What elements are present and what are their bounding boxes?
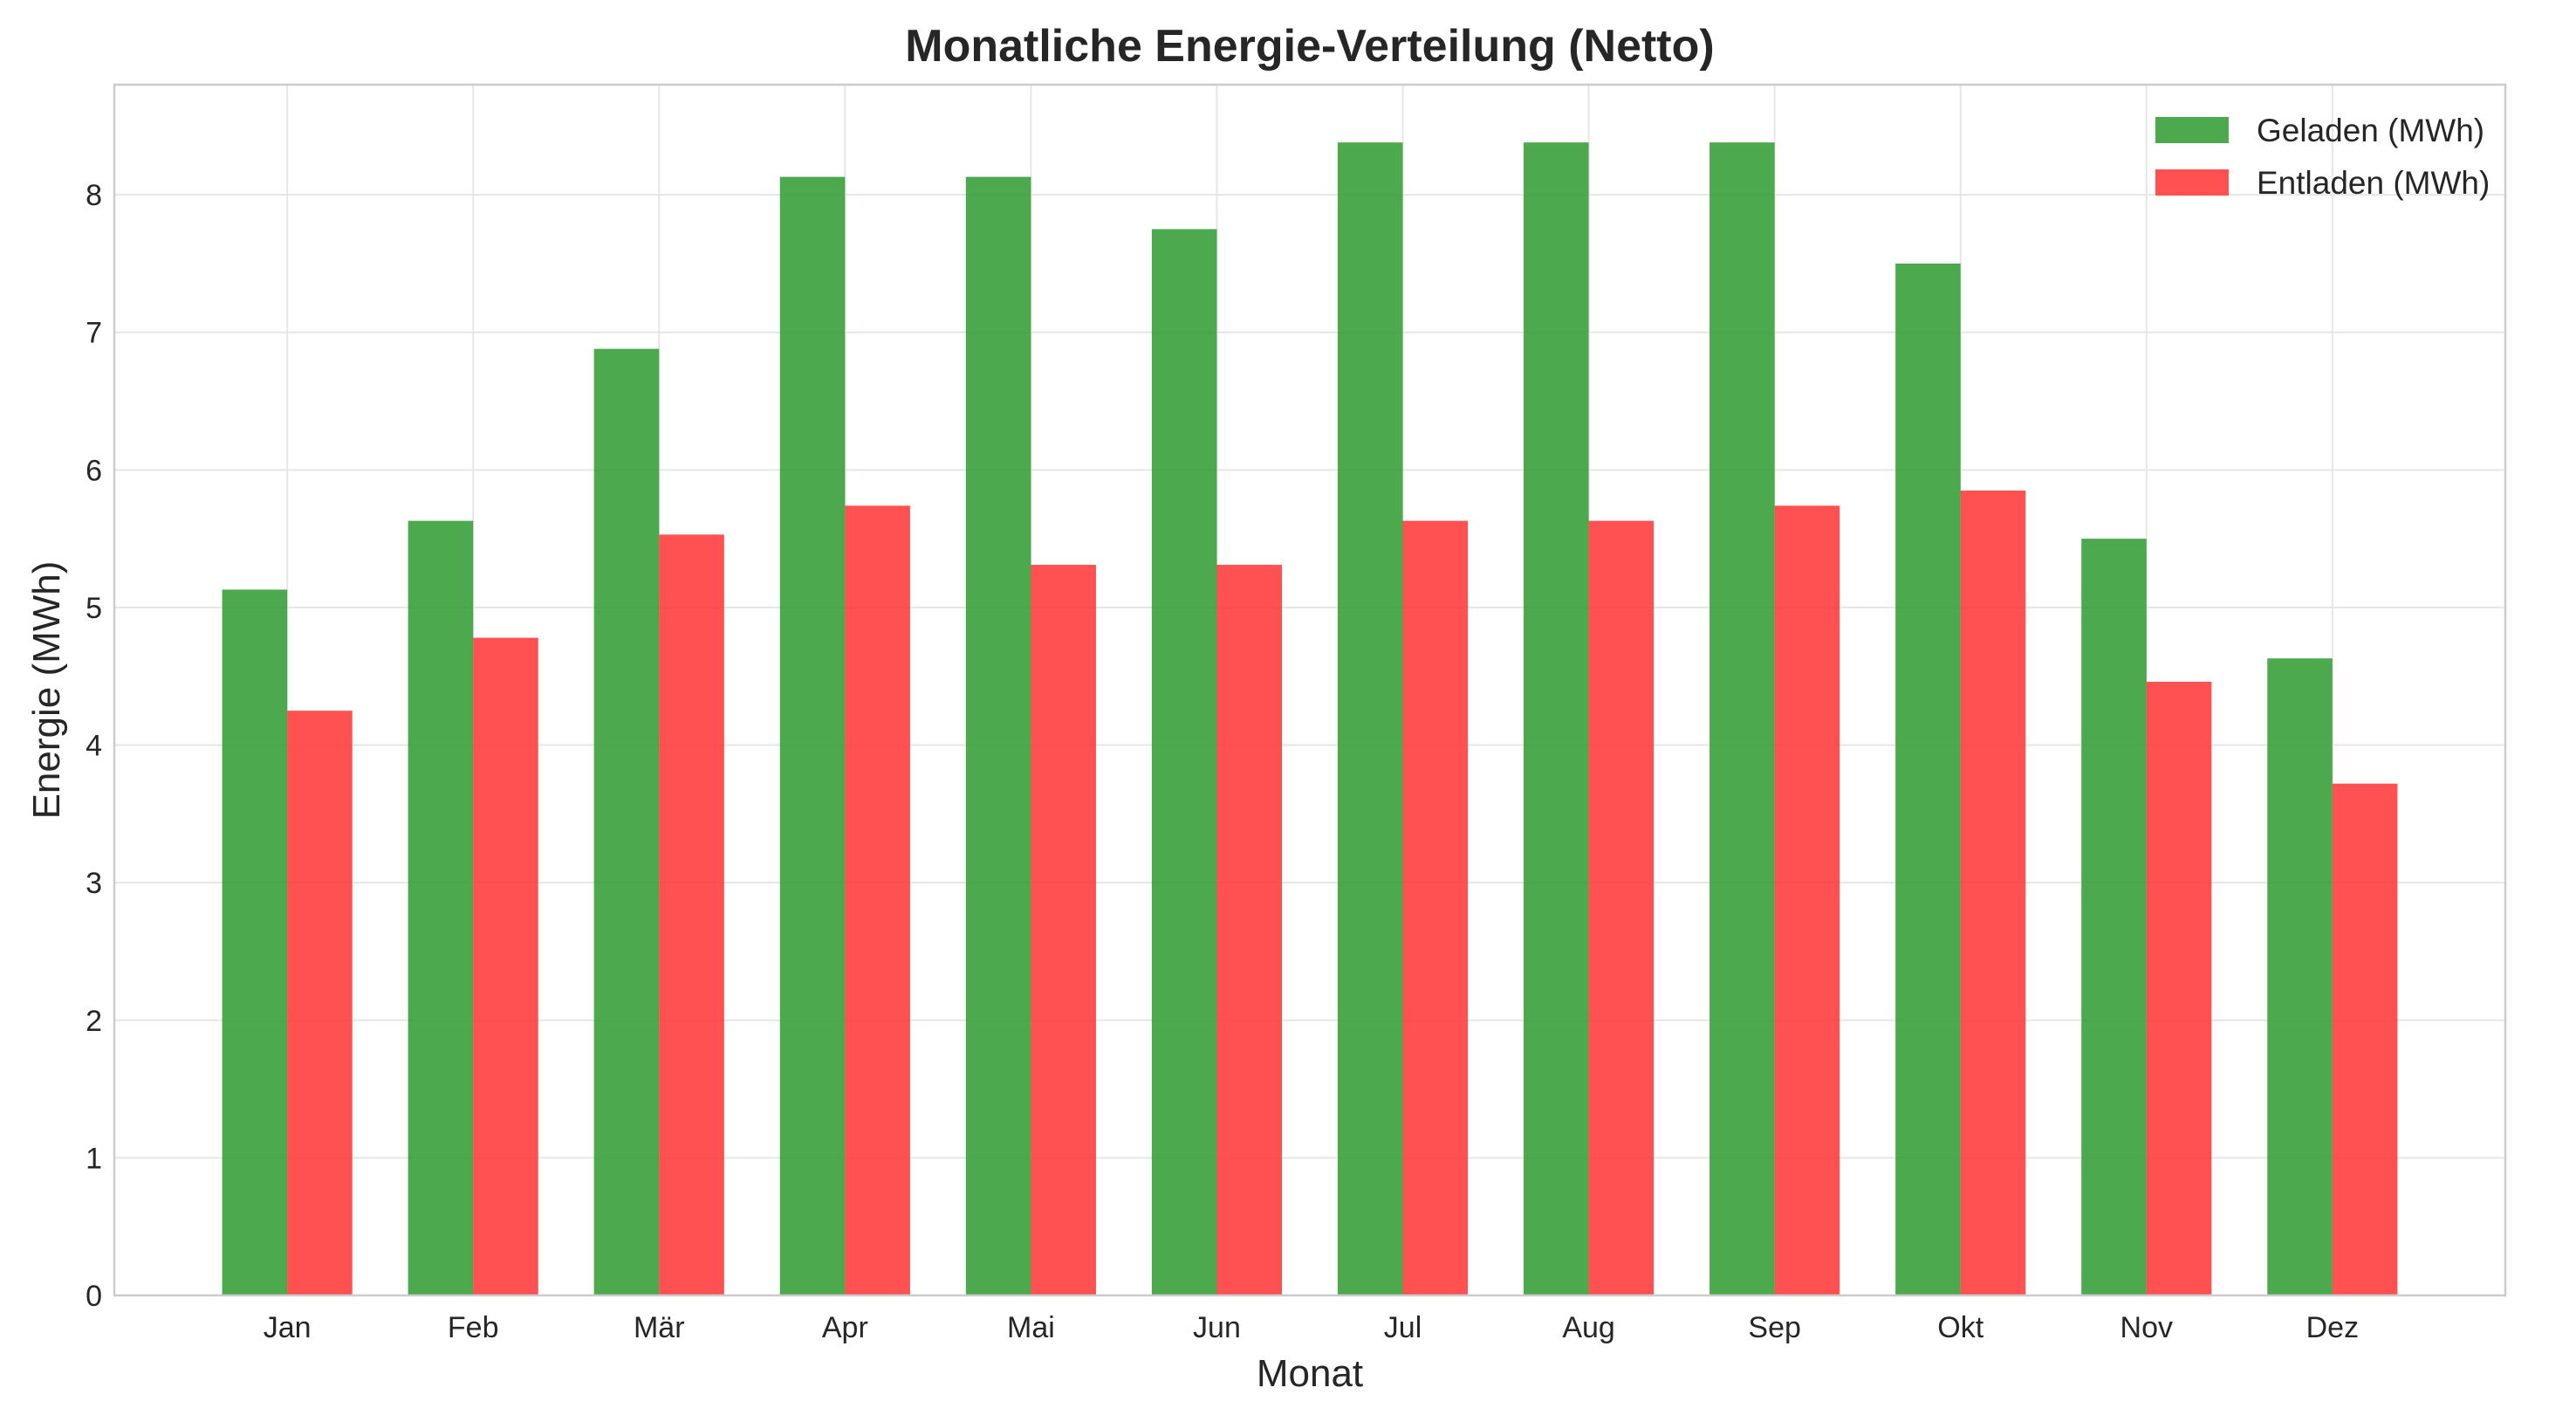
plot-frame	[113, 83, 2507, 1297]
x-tick-label: Jan	[264, 1311, 312, 1344]
bar-geladen-3	[779, 176, 846, 1296]
bar-entladen-5	[1216, 565, 1283, 1295]
bar-entladen-9	[1960, 490, 2026, 1295]
bar-geladen-1	[408, 520, 474, 1295]
y-tick-label: 1	[86, 1142, 102, 1175]
y-tick-label: 7	[86, 317, 102, 350]
y-tick-label: 8	[86, 179, 102, 212]
bar-geladen-10	[2081, 539, 2147, 1295]
bar-geladen-0	[222, 589, 288, 1295]
bar-entladen-8	[1774, 505, 1840, 1295]
bar-entladen-0	[287, 711, 353, 1295]
x-tick-label: Aug	[1562, 1311, 1615, 1344]
y-tick-label: 3	[86, 867, 102, 900]
x-tick-label: Feb	[448, 1311, 499, 1344]
legend: Geladen (MWh) Entladen (MWh)	[2155, 113, 2490, 201]
bar-geladen-4	[965, 176, 1031, 1296]
bar-entladen-2	[659, 534, 724, 1295]
y-tick-label: 4	[86, 730, 102, 763]
x-tick-label: Jul	[1384, 1311, 1422, 1344]
x-tick-label: Dez	[2306, 1311, 2359, 1344]
bars	[222, 142, 2398, 1296]
legend-swatch	[2155, 117, 2229, 143]
bar-entladen-7	[1588, 520, 1655, 1295]
x-axis-label: Monat	[1257, 1352, 1363, 1395]
y-tick-label: 2	[86, 1005, 102, 1038]
bar-entladen-1	[473, 637, 538, 1295]
bar-geladen-11	[2267, 658, 2333, 1295]
bar-entladen-11	[2332, 783, 2398, 1295]
y-tick-label: 6	[86, 454, 102, 487]
x-tick-label: Mär	[634, 1311, 685, 1344]
bar-geladen-6	[1337, 142, 1403, 1295]
x-tick-label: Sep	[1748, 1311, 1801, 1344]
chart-title: Monatliche Energie-Verteilung (Netto)	[905, 21, 1714, 72]
x-tick-label: Nov	[2120, 1311, 2173, 1344]
bar-entladen-10	[2146, 682, 2212, 1295]
bar-geladen-5	[1151, 229, 1217, 1295]
y-tick-label: 0	[86, 1280, 102, 1313]
legend-label: Geladen (MWh)	[2257, 113, 2484, 148]
legend-swatch	[2155, 169, 2229, 196]
y-tick-label: 5	[86, 592, 102, 625]
bar-entladen-4	[1031, 565, 1096, 1295]
bar-geladen-2	[593, 348, 660, 1296]
bar-entladen-6	[1402, 520, 1469, 1295]
bar-geladen-8	[1709, 142, 1775, 1295]
x-tick-label: Okt	[1937, 1311, 1983, 1344]
x-axis-ticks: Jan Feb Mär Apr Mai Jun Jul Aug Sep Okt Nov Dez	[264, 1311, 2359, 1344]
x-tick-label: Mai	[1007, 1311, 1055, 1344]
bar-geladen-7	[1524, 142, 1589, 1295]
y-axis-label: Energie (MWh)	[25, 561, 68, 820]
bar-geladen-9	[1895, 263, 1961, 1296]
x-tick-label: Jun	[1193, 1311, 1241, 1344]
x-tick-label: Apr	[822, 1311, 868, 1344]
y-axis-ticks: 0 1 2 3 4 5 6 7 8	[86, 179, 102, 1313]
bar-entladen-3	[845, 505, 910, 1295]
legend-label: Entladen (MWh)	[2257, 165, 2490, 201]
